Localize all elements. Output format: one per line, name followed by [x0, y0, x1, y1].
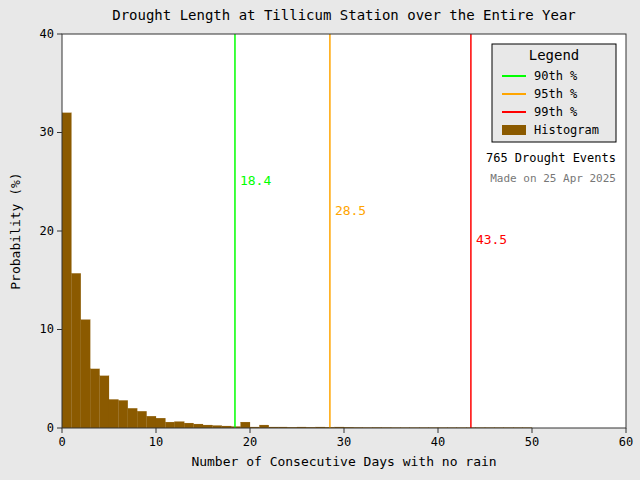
x-tick [156, 428, 157, 433]
y-tick-label: 0 [47, 421, 54, 435]
histogram-bar [184, 423, 193, 428]
y-tick [57, 34, 62, 35]
y-tick [57, 132, 62, 133]
legend-label: 95th % [534, 87, 578, 101]
legend-swatch [502, 125, 526, 135]
y-tick-label: 30 [40, 125, 54, 139]
histogram-bar [147, 416, 156, 428]
histogram-bar [175, 422, 184, 428]
histogram-bar [137, 411, 146, 428]
histogram-bar [165, 422, 174, 428]
legend-title: Legend [529, 47, 580, 63]
histogram-bar [109, 399, 118, 428]
histogram-bar [71, 273, 80, 428]
y-tick-label: 20 [40, 224, 54, 238]
legend-swatch [502, 75, 526, 77]
y-tick [57, 231, 62, 232]
percentile-label: 43.5 [476, 232, 507, 247]
x-tick-label: 0 [58, 435, 65, 449]
x-tick [344, 428, 345, 433]
x-tick [626, 428, 627, 433]
x-tick-label: 30 [337, 435, 351, 449]
histogram-bar [118, 400, 127, 428]
percentile-line [329, 34, 331, 428]
x-tick-label: 20 [243, 435, 257, 449]
histogram-bar [81, 320, 90, 428]
title: Drought Length at Tillicum Station over … [112, 7, 576, 23]
plot-area [62, 34, 626, 428]
annotation: Made on 25 Apr 2025 [490, 172, 616, 185]
legend-label: 99th % [534, 105, 578, 119]
x-axis-label: Number of Consecutive Days with no rain [191, 454, 496, 469]
histogram-bar [241, 422, 250, 428]
legend-label: 90th % [534, 69, 578, 83]
y-tick [57, 428, 62, 429]
histogram-bar [62, 113, 71, 428]
frame [62, 34, 626, 428]
y-tick-label: 40 [40, 27, 54, 41]
y-tick [57, 329, 62, 330]
marks [62, 34, 532, 428]
percentile-line [470, 34, 472, 428]
x-tick-label: 60 [619, 435, 633, 449]
percentile-label: 28.5 [335, 203, 366, 218]
legend: Legend 90th % 95th % 99th % Histogram [492, 44, 616, 142]
percentile-label: 18.4 [240, 173, 271, 188]
x-tick-label: 40 [431, 435, 445, 449]
x-tick-label: 10 [149, 435, 163, 449]
histogram-bar [100, 376, 109, 428]
legend-swatch [502, 111, 526, 113]
x-tick [250, 428, 251, 433]
percentile-line [234, 34, 236, 428]
histogram-bar [156, 418, 165, 428]
x-tick [532, 428, 533, 433]
x-tick [438, 428, 439, 433]
legend-box [492, 44, 616, 142]
y-axis-label: Probability (%) [8, 172, 23, 289]
y-tick-label: 10 [40, 322, 54, 336]
legend-label: Histogram [534, 123, 599, 137]
x-tick [62, 428, 63, 433]
background [0, 0, 640, 480]
histogram-bar [194, 424, 203, 428]
legend-swatch [502, 93, 526, 95]
annotation: 765 Drought Events [486, 151, 616, 165]
x-tick-label: 50 [525, 435, 539, 449]
chart: 18.4 28.5 43.5 0 10 20 30 40 50 60 0 10 20 30 40 Drough… [0, 0, 640, 480]
histogram-bar [128, 408, 137, 428]
histogram-bar [90, 369, 99, 428]
